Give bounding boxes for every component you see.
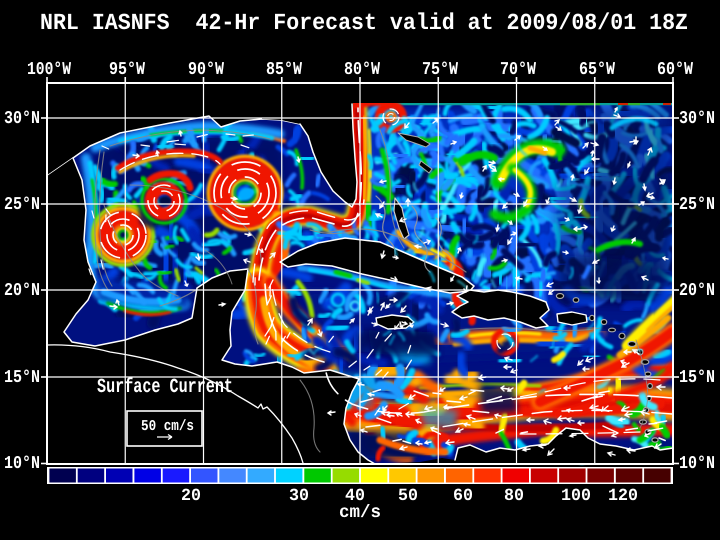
svg-text:20°N: 20°N bbox=[679, 281, 715, 301]
svg-text:20°N: 20°N bbox=[4, 281, 40, 301]
svg-text:30: 30 bbox=[289, 487, 309, 506]
svg-text:20: 20 bbox=[181, 487, 201, 506]
svg-text:85°W: 85°W bbox=[266, 60, 302, 80]
svg-text:75°W: 75°W bbox=[422, 60, 458, 80]
svg-text:65°W: 65°W bbox=[579, 60, 615, 80]
svg-text:15°N: 15°N bbox=[679, 368, 715, 388]
svg-text:cm/s: cm/s bbox=[339, 503, 381, 523]
svg-text:NRL IASNFS 42-Hr Forecast val: NRL IASNFS 42-Hr Forecast valid at 2009/… bbox=[40, 10, 688, 36]
svg-text:30°N: 30°N bbox=[679, 109, 715, 129]
svg-text:60: 60 bbox=[453, 487, 473, 506]
svg-text:120: 120 bbox=[608, 487, 638, 506]
svg-text:10°N: 10°N bbox=[4, 454, 40, 474]
svg-text:40: 40 bbox=[345, 487, 365, 506]
svg-text:95°W: 95°W bbox=[109, 60, 145, 80]
svg-text:50: 50 bbox=[398, 487, 418, 506]
svg-text:30°N: 30°N bbox=[4, 109, 40, 129]
svg-text:50 cm/s: 50 cm/s bbox=[141, 418, 194, 435]
svg-text:100°W: 100°W bbox=[27, 60, 71, 80]
svg-text:90°W: 90°W bbox=[188, 60, 224, 80]
svg-text:100: 100 bbox=[561, 487, 591, 506]
svg-text:60°W: 60°W bbox=[657, 60, 693, 80]
svg-text:25°N: 25°N bbox=[4, 195, 40, 215]
svg-text:70°W: 70°W bbox=[500, 60, 536, 80]
svg-text:10°N: 10°N bbox=[679, 454, 715, 474]
svg-text:Surface Current: Surface Current bbox=[97, 376, 233, 399]
svg-text:80: 80 bbox=[504, 487, 524, 506]
svg-text:25°N: 25°N bbox=[679, 195, 715, 215]
svg-text:15°N: 15°N bbox=[4, 368, 40, 388]
svg-text:80°W: 80°W bbox=[344, 60, 380, 80]
